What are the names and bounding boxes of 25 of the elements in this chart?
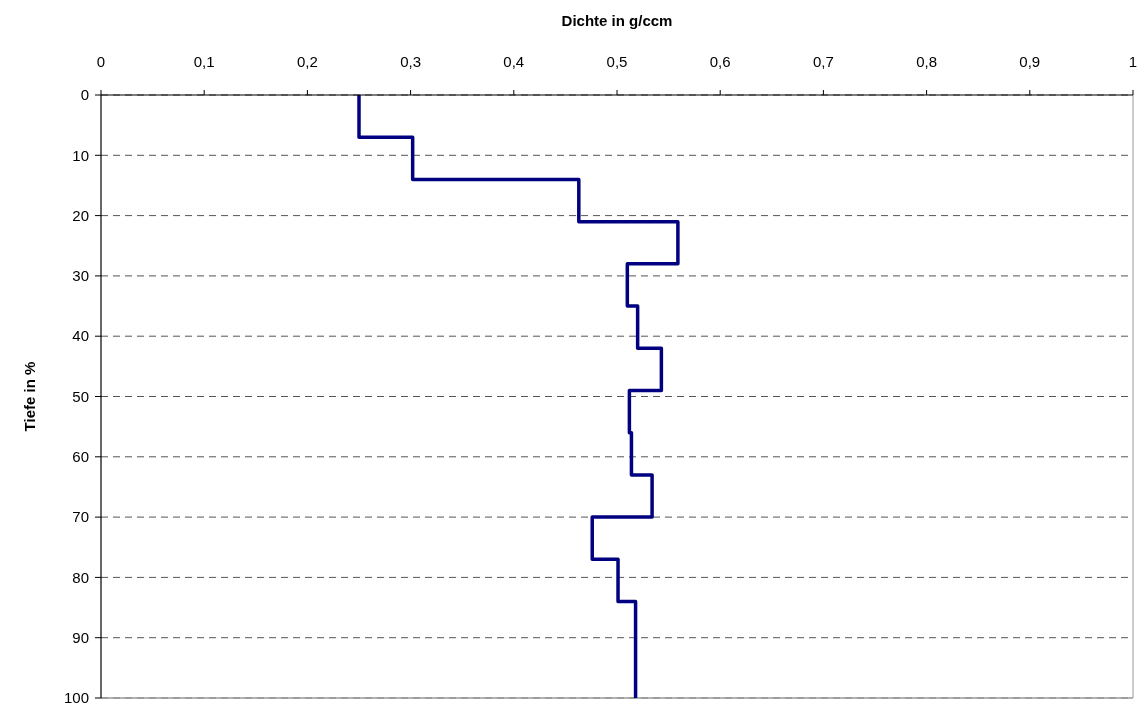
x-tick-label: 1 [1128, 53, 1138, 70]
x-tick-label: 0 [96, 53, 106, 70]
x-tick-label: 0,1 [193, 53, 215, 70]
y-tick-label: 0 [80, 86, 89, 104]
y-tick-label: 30 [72, 267, 89, 285]
y-tick-label: 40 [72, 327, 89, 345]
x-tick-label: 0,7 [812, 53, 834, 70]
y-tick-label: 60 [72, 448, 89, 466]
x-tick-label: 0,8 [916, 53, 938, 70]
y-tick-label: 80 [72, 568, 89, 586]
x-tick-label: 0,3 [400, 53, 422, 70]
x-tick-label: 0,2 [296, 53, 318, 70]
y-tick-label: 100 [63, 689, 89, 707]
x-tick-label: 0,9 [1019, 53, 1041, 70]
line-series [357, 93, 680, 700]
x-tick-label: 0,6 [709, 53, 731, 70]
y-tick-label: 50 [72, 387, 89, 405]
x-tick-label: 0,5 [606, 53, 628, 70]
y-tick-label: 70 [72, 508, 89, 526]
x-axis-title: Dichte in g/ccm [561, 12, 673, 29]
y-tick-label: 20 [72, 206, 89, 224]
y-axis-title: Tiefe in % [21, 361, 38, 432]
y-tick-label: 90 [72, 628, 89, 646]
y-tick-label: 10 [72, 146, 89, 164]
x-tick-label: 0,4 [503, 53, 525, 70]
